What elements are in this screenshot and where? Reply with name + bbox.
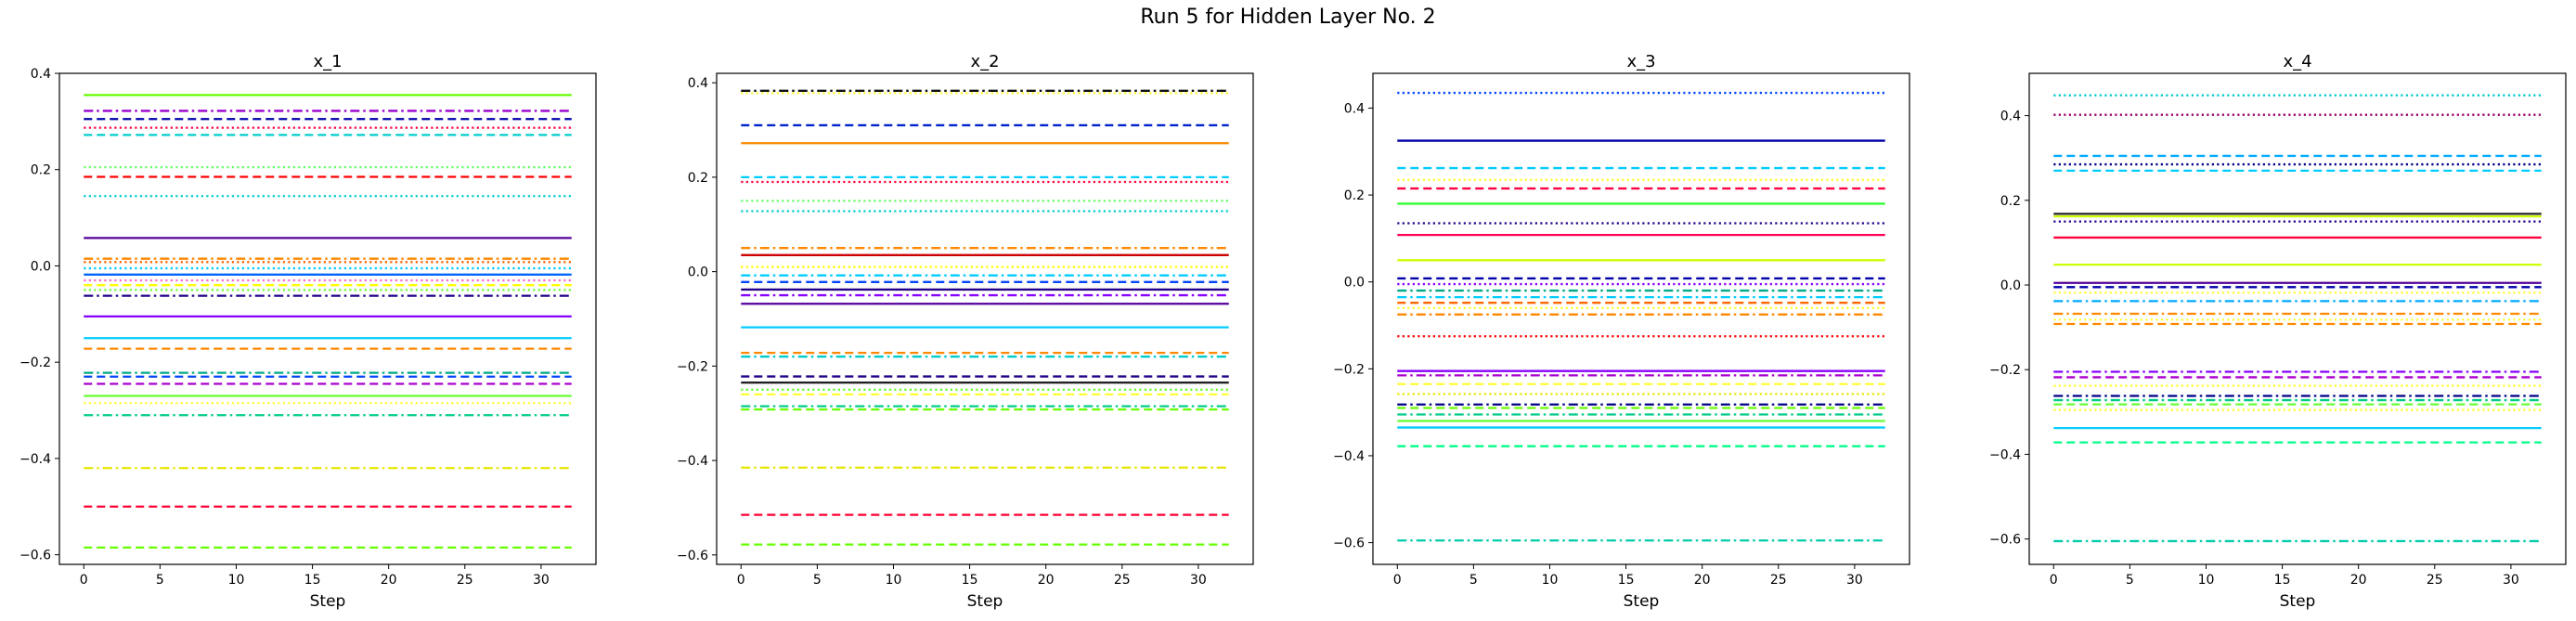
x-tick-label: 10 (886, 573, 902, 588)
subplot-x_3: 0 5 10 15 20 25 30 −0.6 −0.4 −0.2 0.0 0.2 0.4 x_3 Step (1333, 52, 1910, 611)
x-tick-label: 30 (2503, 573, 2519, 588)
axes-frame (58, 72, 597, 565)
y-tick-label: 0.0 (2000, 278, 2021, 293)
y-tick-label: −0.2 (677, 359, 708, 374)
y-tick-label: −0.4 (677, 454, 708, 469)
y-tick-label: 0.4 (2000, 110, 2021, 124)
subplot-x_2: 0 5 10 15 20 25 30 −0.6 −0.4 −0.2 0.0 0.2 0.4 x_2 Step (677, 52, 1254, 611)
y-tick-label: −0.4 (19, 452, 51, 467)
x-tick-label: 20 (2350, 573, 2367, 588)
x-tick-label: 20 (1038, 573, 1055, 588)
x-tick-label: 25 (1114, 573, 1131, 588)
x-tick-label: 15 (962, 573, 978, 588)
x-tick-label: 0 (1393, 573, 1402, 588)
y-tick-label: 0.2 (2000, 194, 2021, 209)
y-tick-label: 0.2 (688, 171, 708, 186)
x-tick-label: 5 (813, 573, 822, 588)
figure-title: Run 5 for Hidden Layer No. 2 (1140, 6, 1436, 29)
subplot-title: x_2 (970, 52, 999, 71)
x-tick-label: 25 (457, 573, 473, 588)
subplot-title: x_4 (2283, 52, 2311, 71)
y-tick-label: 0.4 (1344, 101, 1365, 116)
x-axis-label: Step (967, 592, 1003, 611)
x-tick-label: 10 (228, 573, 245, 588)
subplot-x_1: 0 5 10 15 20 25 30 −0.6 −0.4 −0.2 0.0 0.2 0.4 x_1 Step (19, 52, 597, 611)
subplot-title: x_3 (1626, 52, 1655, 71)
x-tick-label: 0 (2050, 573, 2058, 588)
y-tick-label: 0.2 (31, 163, 51, 178)
x-tick-label: 5 (1469, 573, 1478, 588)
x-tick-label: 5 (2126, 573, 2134, 588)
y-tick-label: 0.0 (688, 265, 708, 280)
subplot-title: x_1 (313, 52, 342, 71)
y-tick-label: −0.4 (1333, 449, 1365, 464)
axes-frame (716, 72, 1254, 565)
x-tick-label: 10 (1542, 573, 1559, 588)
x-tick-label: 0 (737, 573, 745, 588)
x-tick-label: 30 (1846, 573, 1863, 588)
x-tick-label: 25 (2427, 573, 2443, 588)
y-tick-label: −0.6 (19, 549, 51, 563)
y-tick-label: −0.6 (1989, 533, 2021, 548)
x-tick-label: 25 (1770, 573, 1787, 588)
x-tick-label: 30 (1190, 573, 1207, 588)
x-tick-label: 15 (2274, 573, 2291, 588)
x-tick-label: 0 (80, 573, 88, 588)
y-tick-label: −0.6 (1333, 537, 1365, 551)
x-tick-label: 20 (1694, 573, 1711, 588)
x-tick-label: 30 (533, 573, 550, 588)
y-tick-label: 0.0 (31, 259, 51, 274)
y-tick-label: −0.2 (1989, 363, 2021, 378)
x-tick-label: 5 (156, 573, 164, 588)
x-tick-label: 20 (381, 573, 397, 588)
x-axis-label: Step (310, 592, 346, 611)
y-tick-label: 0.4 (31, 67, 51, 82)
x-tick-label: 15 (1618, 573, 1635, 588)
y-tick-label: 0.4 (688, 76, 708, 91)
y-tick-label: −0.2 (19, 356, 51, 370)
x-axis-label: Step (2280, 592, 2316, 611)
subplot-x_4: 0 5 10 15 20 25 30 −0.6 −0.4 −0.2 0.0 0.2 0.4 x_4 Step (1989, 52, 2567, 611)
y-tick-label: −0.4 (1989, 447, 2021, 462)
axes-frame (2028, 72, 2567, 565)
y-tick-label: 0.0 (1344, 276, 1365, 291)
y-tick-label: −0.2 (1333, 362, 1365, 377)
x-axis-label: Step (1624, 592, 1660, 611)
x-tick-label: 15 (304, 573, 321, 588)
y-tick-label: −0.6 (677, 549, 708, 563)
x-tick-label: 10 (2198, 573, 2215, 588)
y-tick-label: 0.2 (1344, 188, 1365, 203)
axes-frame (1372, 72, 1910, 565)
